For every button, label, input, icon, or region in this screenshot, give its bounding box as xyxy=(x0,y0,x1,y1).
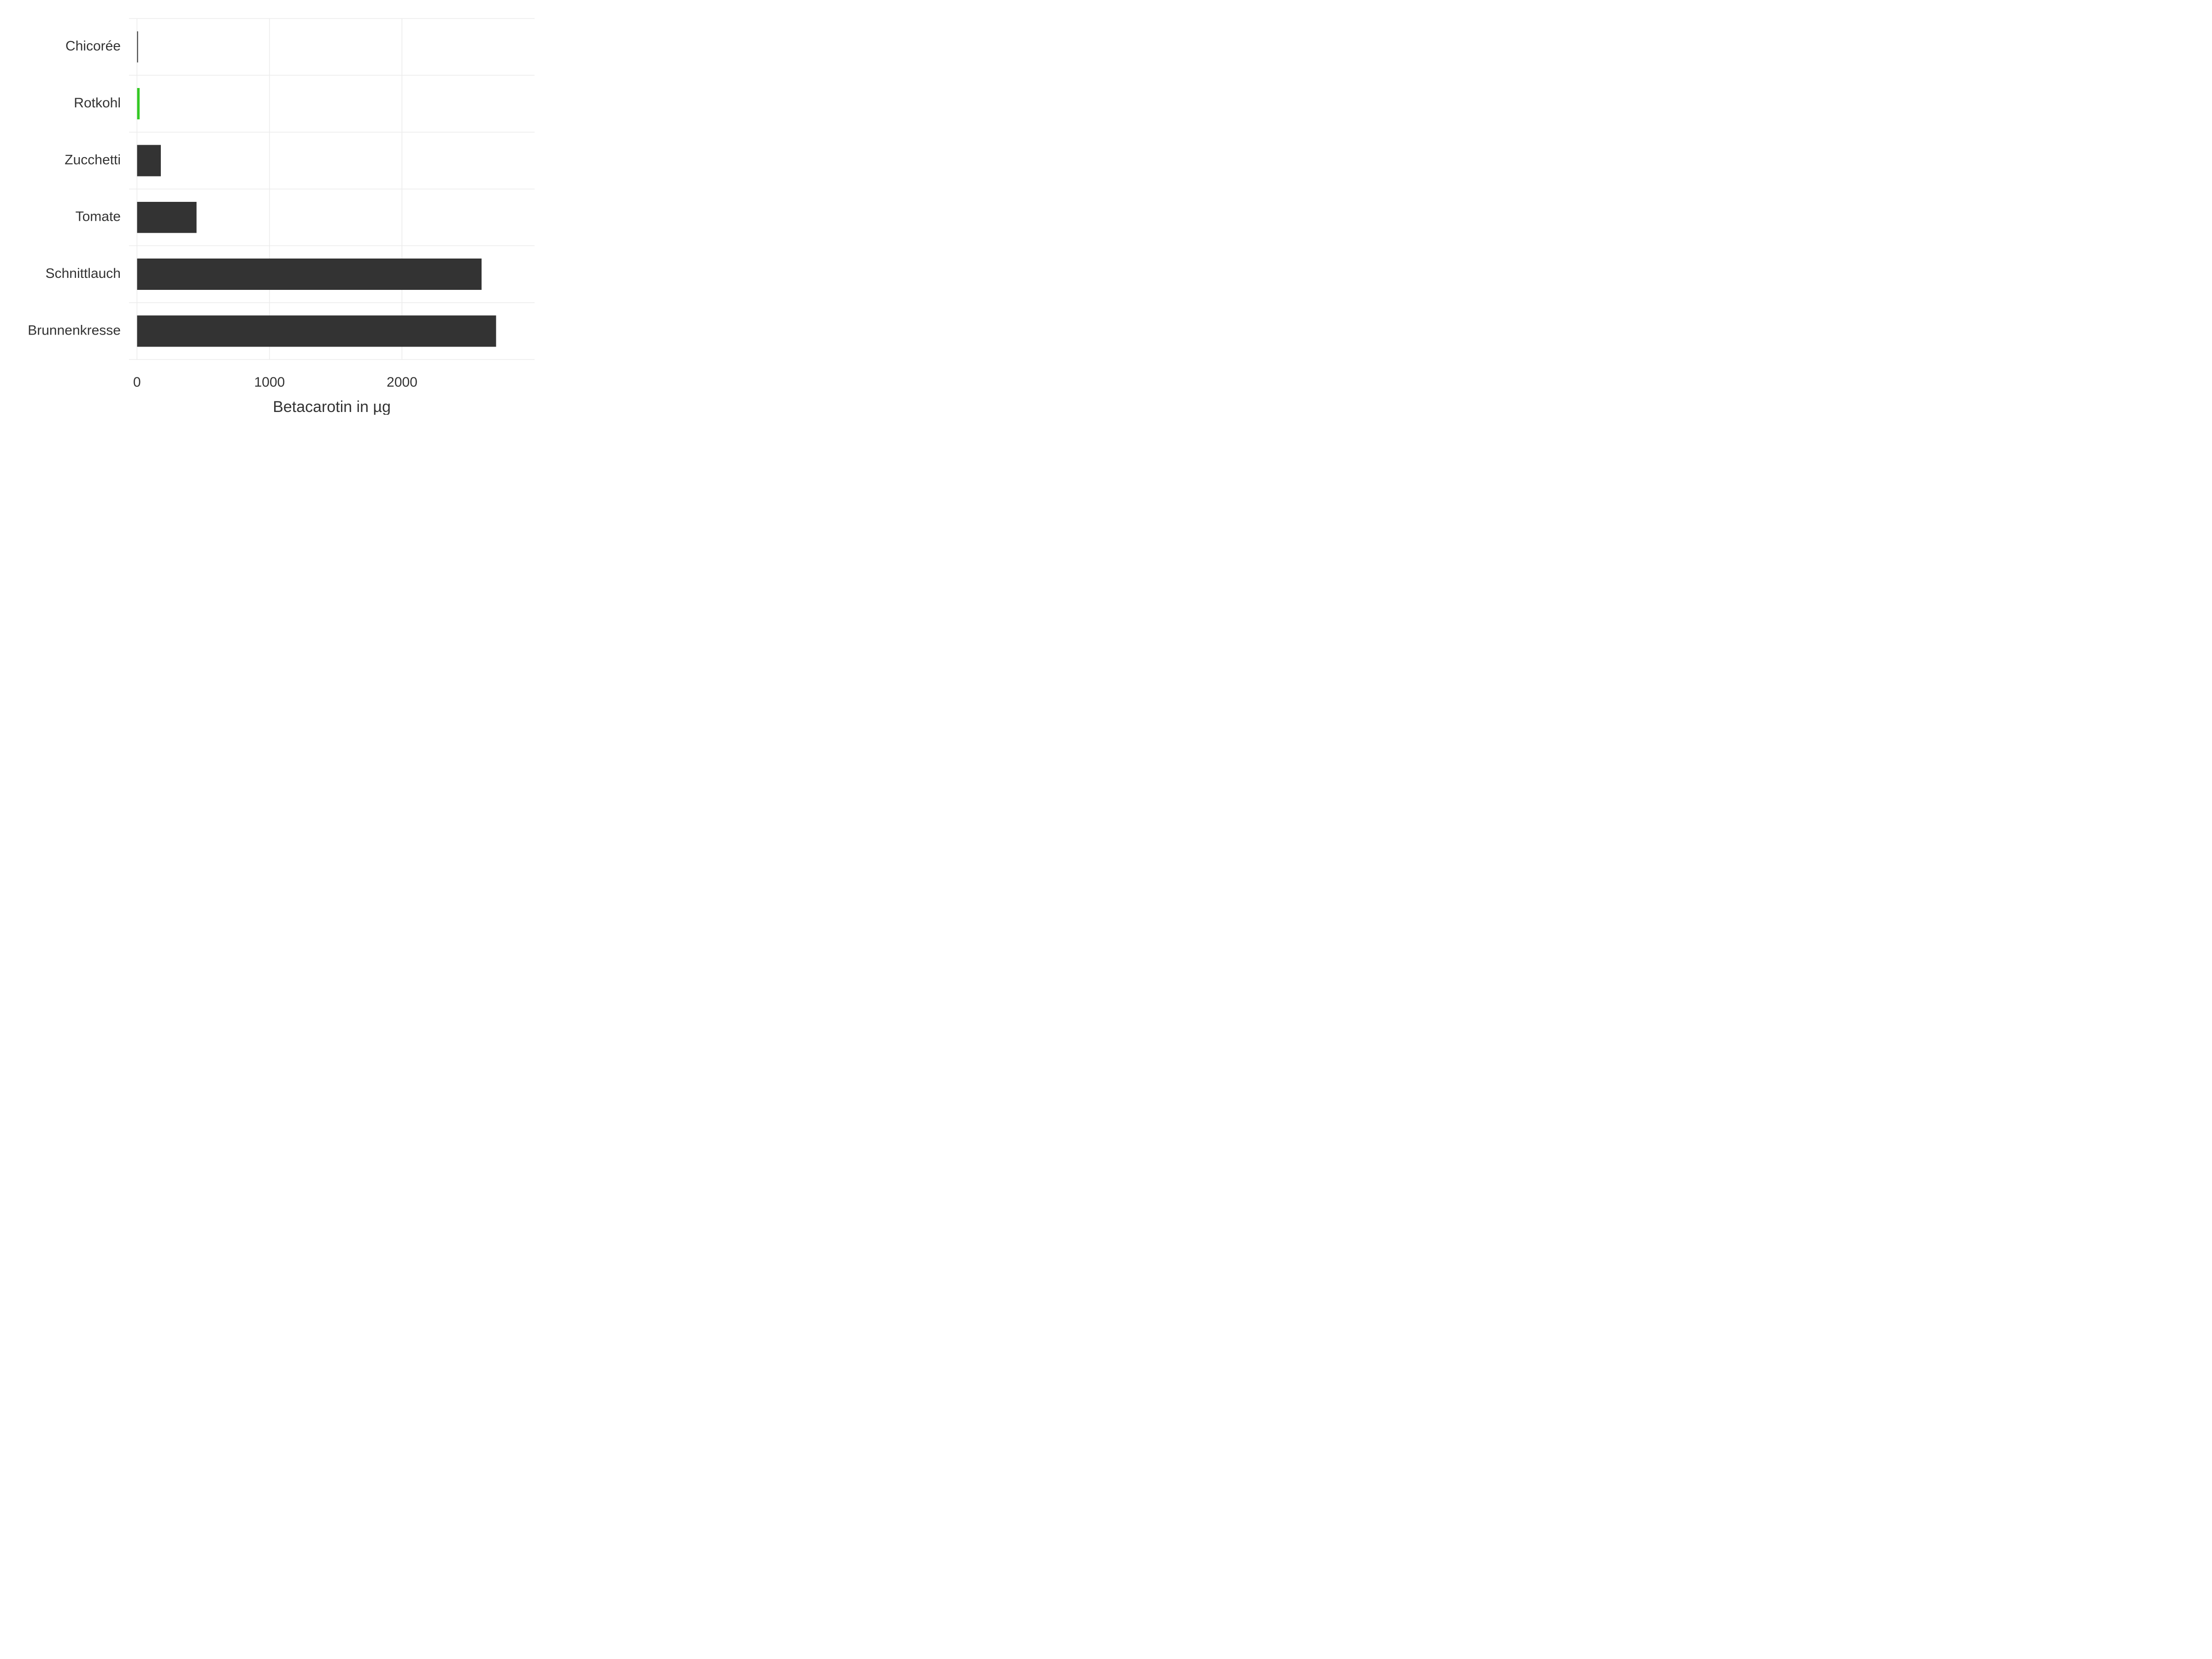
betacarotin-bar-chart: Chicorée Rotkohl Zucchetti Tomate Schnittlau… xyxy=(0,0,553,415)
bar-schnittlauch xyxy=(137,259,482,290)
y-tick-label: Tomate xyxy=(76,209,121,224)
bar-chicor-e xyxy=(137,31,138,63)
y-tick-label: Chicorée xyxy=(65,39,121,54)
y-tick-label: Zucchetti xyxy=(65,152,121,167)
chart-svg: Chicorée Rotkohl Zucchetti Tomate Schnittlau… xyxy=(0,0,553,415)
x-tick-label: 1000 xyxy=(254,375,285,390)
y-tick-label: Brunnenkresse xyxy=(28,323,121,338)
x-axis-title: Betacarotin in µg xyxy=(273,398,391,415)
y-tick-label: Rotkohl xyxy=(74,95,121,111)
bar-tomate xyxy=(137,202,196,233)
y-tick-label: Schnittlauch xyxy=(46,266,121,281)
bar-brunnenkresse xyxy=(137,315,496,347)
bar-rotkohl xyxy=(137,88,140,119)
x-tick-label: 0 xyxy=(133,375,141,390)
x-tick-label: 2000 xyxy=(387,375,418,390)
bar-zucchetti xyxy=(137,145,161,176)
